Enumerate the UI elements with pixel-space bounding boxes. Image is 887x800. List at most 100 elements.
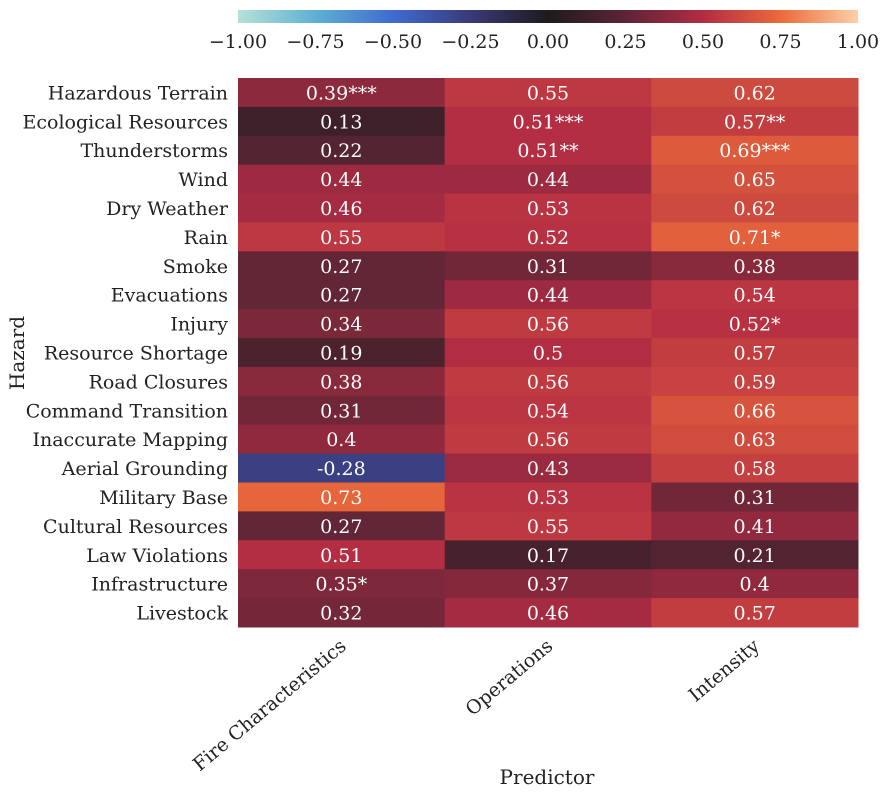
- heatmap-cell: [651, 280, 859, 310]
- cell-value-label: 0.4: [326, 429, 356, 451]
- heatmap-cell: [444, 78, 652, 108]
- heatmap-cell: [444, 395, 652, 426]
- row-label: Inaccurate Mapping: [32, 429, 228, 451]
- heatmap-cell: [238, 511, 446, 541]
- heatmap-cell: [651, 106, 859, 137]
- heatmap-cell: [238, 395, 446, 426]
- heatmap-cell: [444, 280, 652, 310]
- cell-value-label: 0.69***: [719, 140, 790, 162]
- heatmap-cell: [651, 540, 859, 570]
- cell-value-label: 0.58: [734, 458, 776, 480]
- heatmap-cell: [444, 540, 652, 570]
- row-label: Law Violations: [86, 545, 228, 567]
- cell-value-label: -0.28: [317, 458, 366, 480]
- cell-value-label: 0.65: [734, 169, 776, 191]
- cell-value-label: 0.59: [734, 371, 776, 393]
- heatmap-cell: [651, 453, 859, 484]
- column-label: Operations: [461, 635, 557, 720]
- heatmap-cell: [238, 540, 446, 570]
- cell-value-label: 0.57**: [724, 111, 786, 133]
- cell-value-label: 0.52*: [729, 314, 781, 336]
- row-label: Evacuations: [111, 285, 228, 307]
- heatmap-cell: [238, 193, 446, 223]
- column-labels: Fire Characteristics Operations Intensity: [189, 635, 764, 776]
- heatmap-cell: [238, 251, 446, 281]
- cell-value-label: 0.57: [734, 343, 776, 365]
- heatmap-cell: [238, 453, 446, 484]
- colorbar-tick-label: 1.00: [837, 31, 879, 53]
- row-label: Livestock: [136, 603, 228, 625]
- heatmap-cell: [444, 598, 652, 628]
- heatmap-cell: [651, 598, 859, 628]
- row-label: Ecological Resources: [23, 111, 228, 133]
- cell-value-label: 0.44: [527, 169, 569, 191]
- heatmap-cell: [238, 222, 446, 252]
- cell-value-label: 0.63: [734, 429, 776, 451]
- heatmap-cell: [238, 78, 446, 108]
- cell-value-label: 0.31: [527, 256, 569, 278]
- heatmap-cell: [238, 164, 446, 195]
- heatmap-cell: [444, 222, 652, 252]
- cell-value-label: 0.34: [320, 314, 362, 336]
- heatmap-cell: [444, 453, 652, 484]
- colorbar: −1.00 −0.75 −0.50 −0.25 0.00 0.25 0.50 0.75 1.00: [209, 10, 879, 53]
- heatmap-cell: [444, 424, 652, 455]
- heatmap-cell: [444, 338, 652, 368]
- cell-value-label: 0.53: [527, 198, 569, 220]
- heatmap-cell: [651, 222, 859, 252]
- cell-value-label: 0.44: [320, 169, 362, 191]
- heatmap-cell: [444, 251, 652, 281]
- column-label: Intensity: [685, 635, 765, 707]
- cell-value-label: 0.55: [320, 227, 362, 249]
- cell-value-label: 0.35*: [315, 574, 367, 596]
- heatmap-cell: [238, 482, 446, 512]
- heatmap-cell: [444, 569, 652, 599]
- cell-value-label: 0.57: [734, 603, 776, 625]
- colorbar-tick-label: −0.75: [286, 31, 344, 53]
- row-label: Road Closures: [89, 371, 228, 393]
- colorbar-tick-label: 0.50: [682, 31, 724, 53]
- heatmap-cell: [238, 424, 446, 455]
- cell-value-label: 0.27: [320, 516, 362, 538]
- x-axis-title: Predictor: [500, 765, 595, 789]
- heatmap-cell: [444, 309, 652, 339]
- colorbar-tick-label: 0.75: [759, 31, 801, 53]
- colorbar-tick-label: −1.00: [209, 31, 267, 53]
- heatmap-cell: [238, 366, 446, 397]
- cell-value-label: 0.4: [740, 574, 770, 596]
- colorbar-gradient: [238, 10, 858, 23]
- heatmap-cell: [651, 424, 859, 455]
- heatmap-cell: [444, 482, 652, 512]
- heatmap-cell: [651, 309, 859, 339]
- heatmap-cell: [651, 511, 859, 541]
- heatmap-cell: [651, 164, 859, 195]
- heatmap-cell: [651, 135, 859, 166]
- heatmap-cell: [238, 569, 446, 599]
- colorbar-tick-label: 0.25: [604, 31, 646, 53]
- heatmap-cell: [238, 280, 446, 310]
- cell-value-label: 0.19: [320, 343, 362, 365]
- cell-value-label: 0.56: [527, 429, 569, 451]
- row-labels: Hazardous Terrain Ecological Resources Thu…: [23, 82, 229, 624]
- row-label: Military Base: [99, 487, 228, 509]
- row-label: Wind: [178, 169, 228, 191]
- cell-value-label: 0.53: [527, 487, 569, 509]
- cell-value-label: 0.38: [320, 371, 362, 393]
- cell-value-label: 0.56: [527, 314, 569, 336]
- cell-value-label: 0.54: [734, 285, 776, 307]
- cell-value-label: 0.41: [734, 516, 776, 538]
- heatmap-cell: [444, 193, 652, 223]
- colorbar-tick-label: −0.50: [364, 31, 422, 53]
- row-label: Injury: [170, 314, 228, 336]
- cell-value-label: 0.71*: [729, 227, 781, 249]
- cell-value-label: 0.51**: [517, 140, 579, 162]
- row-label: Aerial Grounding: [61, 458, 228, 480]
- cell-value-label: 0.31: [734, 487, 776, 509]
- column-label: Fire Characteristics: [189, 635, 351, 776]
- row-label: Smoke: [163, 256, 228, 278]
- cell-value-label: 0.27: [320, 285, 362, 307]
- row-label: Thunderstorms: [80, 140, 228, 162]
- cell-value-label: 0.55: [527, 82, 569, 104]
- cell-value-label: 0.44: [527, 285, 569, 307]
